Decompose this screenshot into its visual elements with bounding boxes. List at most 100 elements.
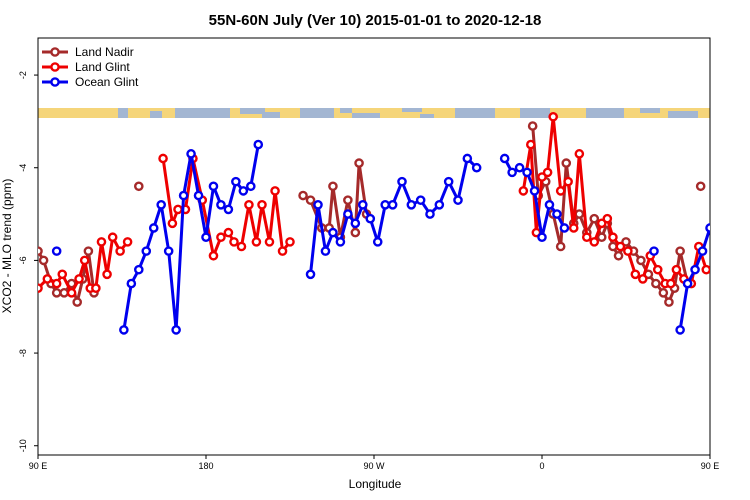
ocean-patch [175, 108, 230, 118]
x-tick-label: 90 E [29, 461, 48, 471]
legend-item-land-nadir: Land Nadir [42, 45, 134, 59]
data-point-ocean-glint [372, 237, 383, 247]
data-point-ocean-glint [245, 181, 256, 192]
world-strip [38, 108, 710, 118]
data-point-land-glint [608, 232, 618, 243]
data-point-land-glint [589, 237, 600, 247]
ocean-patch [640, 108, 660, 113]
x-axis-label: Longitude [349, 477, 402, 491]
ocean-patch [340, 108, 352, 113]
data-point-land-glint [518, 186, 529, 196]
data-point-ocean-glint [163, 246, 174, 256]
series-group [38, 111, 743, 335]
data-point-land-glint [229, 237, 239, 247]
data-point-land-glint [574, 149, 585, 159]
data-point-land-nadir [38, 246, 43, 256]
x-tick-label: 0 [539, 461, 544, 471]
data-point-ocean-glint [51, 246, 62, 256]
data-point-land-glint [701, 264, 710, 275]
data-point-ocean-glint [171, 325, 181, 335]
legend-marker [50, 47, 60, 57]
data-point-ocean-glint [522, 167, 532, 178]
data-point-ocean-glint [675, 325, 685, 335]
data-point-ocean-glint [148, 223, 159, 233]
data-point-ocean-glint [544, 199, 555, 210]
data-point-land-glint [74, 274, 84, 284]
legend-label: Ocean Glint [75, 75, 139, 89]
data-point-ocean-glint [406, 199, 417, 210]
y-tick-label: -4 [18, 164, 28, 172]
data-point-land-nadir [613, 250, 624, 261]
data-point-ocean-glint [350, 218, 361, 229]
data-point-land-glint [615, 241, 626, 252]
ocean-patch [352, 113, 380, 118]
data-point-land-nadir [133, 181, 144, 192]
data-point-ocean-glint [729, 326, 736, 333]
data-point-land-glint [568, 223, 579, 233]
ocean-patch [668, 111, 698, 118]
data-point-land-glint [638, 274, 648, 284]
data-point-land-glint [257, 199, 267, 210]
data-point-land-glint [158, 153, 168, 164]
legend-marker [50, 62, 60, 72]
x-tick-label: 90 E [701, 461, 720, 471]
data-point-land-glint [244, 199, 254, 210]
data-point-land-glint [102, 269, 112, 280]
ocean-patch [402, 108, 422, 112]
data-point-ocean-glint [156, 199, 166, 210]
data-point-ocean-glint [697, 246, 708, 256]
data-point-ocean-glint [126, 278, 137, 289]
data-point-land-nadir [651, 278, 661, 289]
data-point-ocean-glint [141, 246, 152, 256]
data-point-ocean-glint [471, 162, 482, 173]
data-point-land-nadir [343, 195, 353, 205]
data-point-ocean-glint [208, 181, 219, 192]
x-axis: 90 E 180 90 W 0 90 E [29, 455, 720, 471]
ocean-patch [262, 112, 280, 118]
data-point-land-nadir [305, 195, 316, 205]
data-point-ocean-glint [335, 237, 346, 247]
data-point-land-glint [223, 227, 234, 238]
legend-item-land-glint: Land Glint [42, 60, 130, 74]
data-point-ocean-glint [253, 139, 264, 150]
data-point-land-glint [542, 167, 553, 178]
data-point-land-glint [563, 176, 573, 187]
data-point-land-nadir [675, 246, 685, 256]
data-point-land-glint [96, 237, 107, 247]
x-tick-label: 180 [198, 461, 213, 471]
data-point-ocean-glint [119, 325, 129, 335]
data-point-ocean-glint [357, 199, 368, 210]
y-axis: -2 -4 -6 -8 -10 [18, 71, 38, 452]
ocean-patch [586, 108, 624, 118]
data-point-land-glint [666, 278, 676, 289]
data-point-ocean-glint [178, 190, 189, 201]
data-point-ocean-glint [313, 199, 323, 210]
data-point-land-glint [602, 213, 613, 224]
data-point-land-glint [79, 255, 90, 266]
data-point-ocean-glint [507, 167, 517, 178]
data-point-ocean-glint [193, 190, 204, 201]
data-point-ocean-glint [705, 223, 710, 233]
data-point-land-nadir [555, 241, 566, 252]
data-point-land-nadir [354, 158, 364, 168]
data-point-ocean-glint [690, 264, 700, 275]
data-point-land-glint [57, 269, 68, 280]
data-point-ocean-glint [529, 186, 540, 196]
legend-label: Land Glint [75, 60, 130, 74]
y-axis-label: XCO2 - MLO trend (ppm) [0, 179, 14, 314]
data-point-ocean-glint [552, 209, 562, 219]
y-tick-label: -2 [18, 71, 28, 79]
data-point-ocean-glint [736, 192, 743, 199]
data-point-land-glint [38, 283, 43, 293]
data-point-ocean-glint [462, 153, 473, 164]
data-point-ocean-glint [216, 199, 226, 210]
series-line-ocean-glint [678, 223, 710, 331]
data-point-land-glint [582, 232, 592, 243]
ocean-patch [150, 111, 162, 118]
data-point-land-nadir [83, 246, 94, 256]
ocean-patch [300, 108, 334, 118]
data-point-land-glint [91, 283, 101, 294]
data-point-ocean-glint [238, 186, 249, 196]
data-point-land-glint [115, 246, 125, 256]
